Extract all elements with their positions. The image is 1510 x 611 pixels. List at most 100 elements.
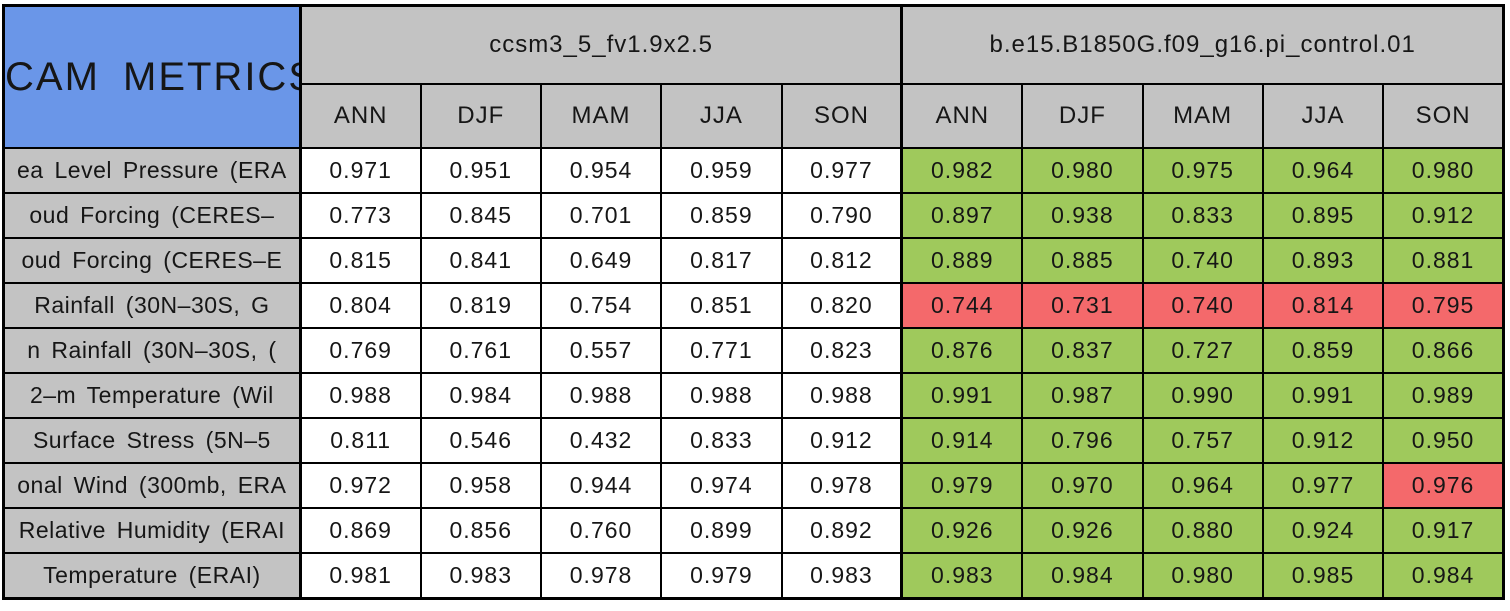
model2-value-cell: 0.917 (1382, 506, 1505, 554)
metric-row: Rainfall (30N–30S, G 0.804 0.819 0.754 0… (2, 281, 1505, 329)
model1-value-cell: 0.974 (660, 461, 783, 509)
model2-value-cell: 0.982 (900, 147, 1024, 194)
season-header-m2-mam: MAM (1141, 83, 1264, 149)
model2-value-cell: 0.893 (1261, 236, 1385, 284)
model1-value-cell: 0.971 (299, 147, 422, 194)
model1-value-cell: 0.869 (299, 506, 422, 554)
model2-value-cell: 0.976 (1382, 461, 1505, 509)
metric-row: onal Wind (300mb, ERA 0.972 0.958 0.944 … (2, 461, 1505, 509)
model1-value-cell: 0.432 (539, 416, 663, 464)
model1-value-cell: 0.978 (539, 551, 663, 600)
metric-row: Relative Humidity (ERAI 0.869 0.856 0.76… (2, 506, 1505, 554)
model1-value-cell: 0.944 (539, 461, 663, 509)
model1-value-cell: 0.972 (299, 461, 422, 509)
model2-value-cell: 0.950 (1382, 416, 1505, 464)
model1-value-cell: 0.988 (780, 371, 903, 419)
model1-value-cell: 0.979 (660, 551, 783, 600)
metric-row-label: oud Forcing (CERES– (2, 191, 302, 239)
metric-row: 2–m Temperature (Wil 0.988 0.984 0.988 0… (2, 371, 1505, 419)
metric-row-label: Temperature (ERAI) (2, 551, 302, 600)
model1-value-cell: 0.754 (539, 281, 663, 329)
metric-row-label: Rainfall (30N–30S, G (2, 281, 302, 329)
model2-value-cell: 0.889 (900, 236, 1024, 284)
model2-value-cell: 0.727 (1141, 326, 1264, 374)
model2-value-cell: 0.914 (900, 416, 1024, 464)
model1-value-cell: 0.859 (660, 191, 783, 239)
model2-value-cell: 0.897 (900, 191, 1024, 239)
model1-value-cell: 0.812 (780, 236, 903, 284)
metric-row: ea Level Pressure (ERA 0.971 0.951 0.954… (2, 147, 1505, 194)
metric-row-label: onal Wind (300mb, ERA (2, 461, 302, 509)
model1-value-cell: 0.912 (780, 416, 903, 464)
model2-value-cell: 0.991 (900, 371, 1024, 419)
model1-value-cell: 0.701 (539, 191, 663, 239)
model1-value-cell: 0.761 (419, 326, 542, 374)
season-header-m2-jja: JJA (1261, 83, 1385, 149)
model1-value-cell: 0.851 (660, 281, 783, 329)
model2-value-cell: 0.912 (1261, 416, 1385, 464)
model2-value-cell: 0.744 (900, 281, 1024, 329)
model1-value-cell: 0.988 (660, 371, 783, 419)
model1-value-cell: 0.977 (780, 147, 903, 194)
model1-value-cell: 0.988 (539, 371, 663, 419)
model-header-row: CAM METRICS ccsm3_5_fv1.9x2.5 b.e15.B185… (2, 4, 1505, 149)
season-header-m2-son: SON (1382, 83, 1505, 149)
model2-value-cell: 0.980 (1382, 147, 1505, 194)
model2-value-cell: 0.989 (1382, 371, 1505, 419)
metric-row: oud Forcing (CERES–E 0.815 0.841 0.649 0… (2, 236, 1505, 284)
model2-value-cell: 0.991 (1261, 371, 1385, 419)
metric-row-label: ea Level Pressure (ERA (2, 147, 302, 194)
model2-value-cell: 0.990 (1141, 371, 1264, 419)
model1-value-cell: 0.811 (299, 416, 422, 464)
season-header-m1-son: SON (780, 83, 903, 149)
metric-row-label: Relative Humidity (ERAI (2, 506, 302, 554)
model2-value-cell: 0.926 (1021, 506, 1144, 554)
model1-value-cell: 0.804 (299, 281, 422, 329)
metric-row: oud Forcing (CERES– 0.773 0.845 0.701 0.… (2, 191, 1505, 239)
model2-value-cell: 0.757 (1141, 416, 1264, 464)
model1-value-cell: 0.833 (660, 416, 783, 464)
model1-value-cell: 0.845 (419, 191, 542, 239)
season-header-m1-djf: DJF (419, 83, 542, 149)
model1-value-cell: 0.820 (780, 281, 903, 329)
season-header-m1-mam: MAM (539, 83, 663, 149)
season-header-m2-ann: ANN (900, 83, 1024, 149)
model1-value-cell: 0.546 (419, 416, 542, 464)
season-header-m1-jja: JJA (660, 83, 783, 149)
model1-value-cell: 0.983 (419, 551, 542, 600)
metric-row-label: Surface Stress (5N–5 (2, 416, 302, 464)
metric-row: Temperature (ERAI) 0.981 0.983 0.978 0.9… (2, 551, 1505, 600)
model1-value-cell: 0.819 (419, 281, 542, 329)
model1-value-cell: 0.981 (299, 551, 422, 600)
season-header-m2-djf: DJF (1021, 83, 1144, 149)
model2-name: b.e15.B1850G.f09_g16.pi_control.01 (900, 4, 1505, 85)
model1-value-cell: 0.983 (780, 551, 903, 600)
model1-value-cell: 0.892 (780, 506, 903, 554)
model1-value-cell: 0.649 (539, 236, 663, 284)
model2-value-cell: 0.876 (900, 326, 1024, 374)
season-header-row: ANN DJF MAM JJA SON ANN DJF MAM JJA SON (4, 83, 1505, 149)
model2-value-cell: 0.979 (900, 461, 1024, 509)
model2-value-cell: 0.895 (1261, 191, 1385, 239)
model2-value-cell: 0.885 (1021, 236, 1144, 284)
model1-value-cell: 0.817 (660, 236, 783, 284)
metric-row: n Rainfall (30N–30S, ( 0.769 0.761 0.557… (2, 326, 1505, 374)
model2-value-cell: 0.984 (1021, 551, 1144, 600)
model1-value-cell: 0.773 (299, 191, 422, 239)
model1-value-cell: 0.841 (419, 236, 542, 284)
model1-value-cell: 0.856 (419, 506, 542, 554)
metric-row-label: n Rainfall (30N–30S, ( (2, 326, 302, 374)
model2-value-cell: 0.964 (1141, 461, 1264, 509)
model2-value-cell: 0.912 (1382, 191, 1505, 239)
model2-value-cell: 0.795 (1382, 281, 1505, 329)
model2-value-cell: 0.740 (1141, 281, 1264, 329)
season-header-m1-ann: ANN (299, 83, 422, 149)
model1-value-cell: 0.951 (419, 147, 542, 194)
model2-value-cell: 0.740 (1141, 236, 1264, 284)
model1-name: ccsm3_5_fv1.9x2.5 (299, 4, 903, 85)
model2-value-cell: 0.866 (1382, 326, 1505, 374)
metric-row-label: 2–m Temperature (Wil (2, 371, 302, 419)
model2-value-cell: 0.975 (1141, 147, 1264, 194)
model2-value-cell: 0.837 (1021, 326, 1144, 374)
model2-value-cell: 0.985 (1261, 551, 1385, 600)
